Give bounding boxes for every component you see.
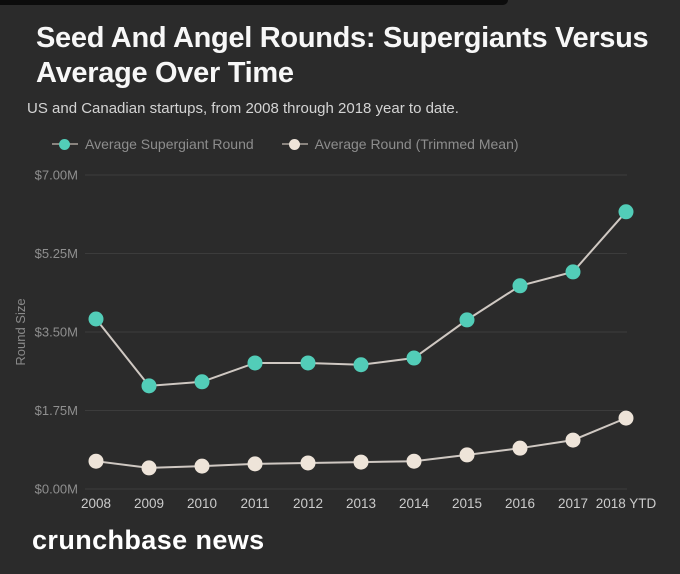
legend-item-supergiant: Average Supergiant Round: [52, 136, 254, 152]
data-point: [459, 312, 475, 328]
data-point: [565, 432, 581, 448]
data-point: [512, 278, 528, 294]
data-point: [512, 440, 528, 456]
page-title: Seed And Angel Rounds: Supergiants Versu…: [36, 22, 649, 89]
data-point: [141, 460, 157, 476]
legend-label-average: Average Round (Trimmed Mean): [314, 136, 519, 152]
data-point: [618, 204, 634, 220]
x-tick-label: 2009: [134, 496, 164, 511]
x-tick-label: 2012: [293, 496, 323, 511]
x-tick-label: 2008: [81, 496, 111, 511]
y-tick-label: $7.00M: [35, 168, 78, 183]
legend-marker-supergiant-icon: [52, 138, 78, 150]
x-tick-label: 2011: [240, 496, 269, 511]
data-point: [459, 447, 475, 463]
data-point: [88, 311, 104, 327]
data-point: [565, 264, 581, 280]
y-tick-label: $0.00M: [35, 482, 78, 497]
data-point: [88, 453, 104, 469]
data-point: [353, 357, 369, 373]
data-point: [194, 374, 210, 390]
legend-label-supergiant: Average Supergiant Round: [85, 136, 254, 152]
data-point: [300, 455, 316, 471]
data-point: [618, 410, 634, 426]
top-edge-artifact: [0, 0, 508, 5]
data-point: [353, 454, 369, 470]
line-chart-plot: $0.00M $1.75M $3.50M $5.25M $7.00M 2008 2009 20…: [35, 168, 657, 512]
y-tick-label: $1.75M: [35, 403, 78, 418]
data-point: [247, 355, 263, 371]
x-tick-label: 2010: [187, 496, 217, 511]
legend-marker-average-icon: [281, 138, 308, 150]
legend-dot-supergiant-icon: [59, 138, 70, 150]
data-point: [406, 350, 422, 366]
chart-legend: Average Supergiant Round Average Round (…: [52, 136, 519, 152]
x-tick-label: 2018 YTD: [596, 496, 657, 511]
data-point: [406, 453, 422, 469]
legend-item-average: Average Round (Trimmed Mean): [281, 136, 519, 152]
y-tick-label: $3.50M: [35, 325, 78, 340]
x-tick-label: 2017: [558, 496, 588, 511]
x-tick-label: 2013: [346, 496, 376, 511]
data-point: [247, 456, 263, 472]
legend-dot-average-icon: [288, 138, 300, 150]
data-point: [300, 355, 316, 371]
x-tick-label: 2015: [452, 496, 482, 511]
crunchbase-news-logo: crunchbase news: [32, 525, 265, 555]
y-tick-label: $5.25M: [35, 246, 78, 261]
page-subtitle: US and Canadian startups, from 2008 thro…: [27, 100, 459, 117]
x-tick-label: 2014: [399, 496, 430, 511]
x-tick-label: 2016: [505, 496, 535, 511]
data-point: [141, 378, 157, 394]
data-point: [194, 458, 210, 474]
